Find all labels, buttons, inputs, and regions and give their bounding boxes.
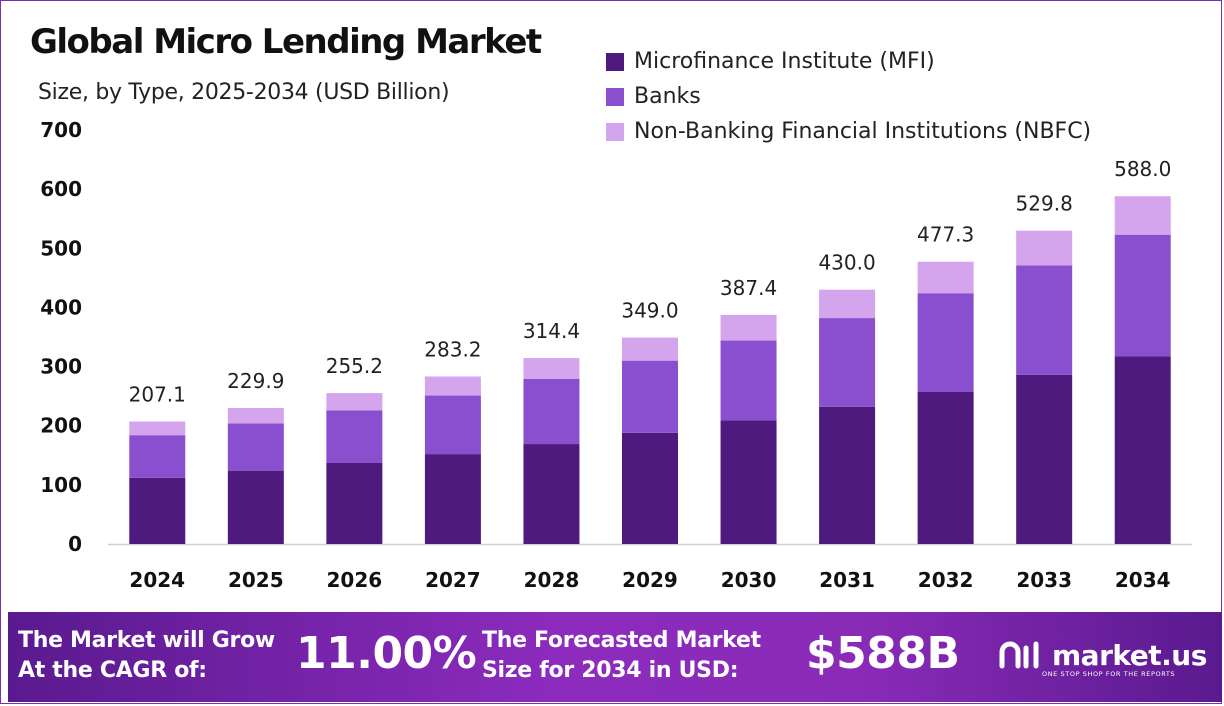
- market-us-logo-icon: [999, 641, 1039, 669]
- legend-item-mfi: Microfinance Institute (MFI): [606, 44, 1091, 79]
- bar-segment-nbfc: [622, 337, 678, 361]
- cagr-label-line1: The Market will Grow: [18, 628, 275, 653]
- x-tick-label: 2027: [425, 568, 481, 592]
- bar-segment-mfi: [523, 444, 580, 544]
- legend-item-nbfc: Non-Banking Financial Institutions (NBFC…: [606, 114, 1091, 149]
- brand-tagline: ONE STOP SHOP FOR THE REPORTS: [1042, 670, 1176, 678]
- data-label-total: 387.4: [720, 276, 777, 300]
- stacked-bar-chart: 0 100 200 300 400 500 600 700 207.1 2024 229.9 2025…: [40, 118, 1192, 592]
- y-tick-label: 300: [40, 355, 82, 379]
- x-tick-label: 2033: [1016, 568, 1072, 592]
- bar-segment-banks: [1114, 234, 1171, 357]
- data-label-total: 255.2: [326, 354, 383, 378]
- y-tick-label: 400: [40, 295, 82, 319]
- data-label-total: 529.8: [1016, 192, 1073, 216]
- bar-segment-nbfc: [819, 289, 876, 319]
- legend-item-banks: Banks: [606, 79, 1091, 114]
- bar-segment-nbfc: [523, 358, 580, 379]
- bar-segment-mfi: [424, 454, 481, 544]
- x-tick-label: 2028: [524, 568, 580, 592]
- bar-segment-nbfc: [424, 376, 481, 396]
- y-tick-label: 0: [68, 532, 82, 556]
- data-label-total: 477.3: [917, 223, 974, 247]
- x-tick-label: 2031: [819, 568, 875, 592]
- data-label-total: 588.0: [1114, 157, 1171, 181]
- bar-segment-mfi: [819, 406, 876, 544]
- bar-segment-nbfc: [917, 261, 974, 294]
- bar-segment-mfi: [227, 470, 284, 544]
- bar-segment-nbfc: [227, 408, 284, 424]
- forecast-label-line1: The Forecasted Market: [482, 628, 761, 653]
- y-tick-label: 200: [40, 414, 82, 438]
- data-label-total: 430.0: [818, 251, 875, 275]
- bar-segment-banks: [622, 360, 678, 433]
- bar-segment-nbfc: [1114, 196, 1171, 235]
- brand-name: market.us: [1052, 638, 1207, 672]
- bar-segment-mfi: [622, 432, 678, 544]
- bar-segment-banks: [819, 318, 876, 407]
- y-tick-label: 600: [40, 177, 82, 201]
- data-label-total: 314.4: [523, 319, 580, 343]
- bar-segment-banks: [227, 423, 284, 471]
- y-tick-label: 500: [40, 236, 82, 260]
- legend-swatch-banks: [606, 87, 624, 106]
- forecast-label-line2: Size for 2034 in USD:: [482, 658, 739, 683]
- bar-segment-mfi: [720, 420, 777, 544]
- data-label-total: 229.9: [227, 369, 284, 393]
- x-tick-label: 2030: [721, 568, 777, 592]
- bar-segment-banks: [1016, 265, 1073, 375]
- x-tick-label: 2024: [129, 568, 185, 592]
- data-label-total: 207.1: [129, 383, 186, 407]
- x-tick-label: 2026: [327, 568, 383, 592]
- bar-segment-nbfc: [326, 393, 383, 411]
- cagr-value: 11.00%: [296, 628, 477, 679]
- y-tick-label: 100: [40, 473, 82, 497]
- data-label-total: 283.2: [424, 338, 481, 362]
- legend-label-mfi: Microfinance Institute (MFI): [634, 49, 935, 74]
- bar-segment-banks: [129, 435, 186, 478]
- bar-segment-banks: [720, 340, 777, 421]
- bar-segment-mfi: [1016, 374, 1073, 544]
- bar-segment-mfi: [326, 462, 383, 544]
- cagr-label-line2: At the CAGR of:: [18, 658, 207, 683]
- cagr-label: The Market will Grow At the CAGR of:: [18, 626, 275, 686]
- legend: Microfinance Institute (MFI) Banks Non-B…: [606, 44, 1091, 149]
- legend-label-banks: Banks: [634, 84, 701, 109]
- bar-segment-nbfc: [1016, 230, 1073, 266]
- forecast-value: $588B: [806, 628, 960, 679]
- chart-title: Global Micro Lending Market: [30, 22, 542, 62]
- bar-segment-nbfc: [129, 421, 186, 436]
- chart-subtitle: Size, by Type, 2025-2034 (USD Billion): [38, 80, 450, 105]
- y-tick-label: 700: [40, 118, 82, 142]
- forecast-label: The Forecasted Market Size for 2034 in U…: [482, 626, 761, 686]
- x-tick-label: 2032: [918, 568, 974, 592]
- bar-segment-banks: [523, 378, 580, 445]
- legend-swatch-nbfc: [606, 122, 624, 141]
- bar-segment-mfi: [129, 477, 186, 544]
- bar-segment-mfi: [917, 392, 974, 544]
- bar-segment-banks: [326, 410, 383, 463]
- legend-label-nbfc: Non-Banking Financial Institutions (NBFC…: [634, 119, 1092, 144]
- bar-segment-banks: [424, 395, 481, 455]
- brand-logo: market.us: [998, 638, 1207, 672]
- x-tick-label: 2029: [622, 568, 678, 592]
- x-tick-label: 2025: [228, 568, 284, 592]
- footer-banner: The Market will Grow At the CAGR of: 11.…: [8, 612, 1222, 702]
- legend-swatch-mfi: [606, 52, 624, 71]
- bar-segment-mfi: [1114, 356, 1171, 544]
- bar-segment-nbfc: [720, 314, 777, 341]
- bar-segment-banks: [917, 293, 974, 393]
- x-tick-label: 2034: [1115, 568, 1171, 592]
- data-label-total: 349.0: [621, 299, 678, 323]
